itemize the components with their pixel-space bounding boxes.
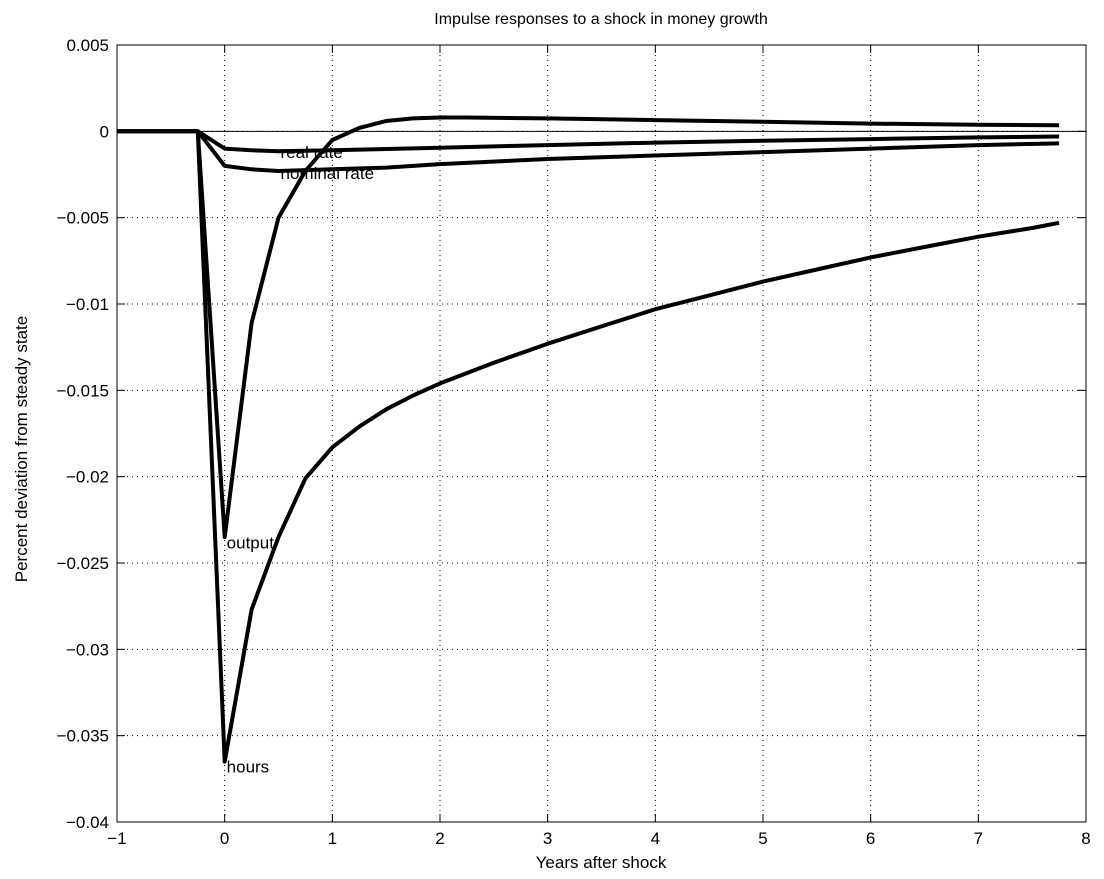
- x-tick-label: 7: [974, 829, 983, 848]
- series-line-hours: [117, 129, 1060, 764]
- x-tick-label: 6: [866, 829, 875, 848]
- y-tick-label: −0.005: [57, 209, 109, 228]
- y-tick-label: −0.03: [66, 640, 109, 659]
- series-label-real-rate: real rate: [281, 143, 343, 162]
- y-tick-label: 0.005: [66, 36, 109, 55]
- series-label-output: output: [227, 533, 275, 552]
- x-tick-label: 4: [651, 829, 660, 848]
- y-tick-label: −0.04: [66, 813, 109, 832]
- x-tick-label: 8: [1081, 829, 1090, 848]
- tick-layer: [116, 44, 1087, 823]
- y-tick-label: −0.01: [66, 295, 109, 314]
- series-line-nominal-rate: [117, 129, 1060, 173]
- series-label-hours: hours: [227, 758, 270, 777]
- grid-layer: [117, 45, 1086, 822]
- y-tick-label: 0: [100, 122, 109, 141]
- x-axis-label: Years after shock: [536, 853, 667, 872]
- y-tick-label: −0.025: [57, 554, 109, 573]
- y-tick-label: −0.015: [57, 381, 109, 400]
- y-tick-label: −0.035: [57, 727, 109, 746]
- series-label-nominal-rate: nominal rate: [281, 164, 375, 183]
- series-layer: [117, 115, 1060, 764]
- series-line-real-rate: [117, 129, 1060, 154]
- y-tick-label: −0.02: [66, 468, 109, 487]
- chart-title: Impulse responses to a shock in money gr…: [434, 11, 768, 28]
- label-layer: −1 0 1 2 3 4 5 6 7 8 0.005 0 −0.005 −0.01 −0.015 −0.02 −…: [57, 36, 1091, 848]
- y-axis-label: Percent deviation from steady state: [12, 316, 31, 582]
- x-tick-label: 5: [758, 829, 767, 848]
- x-tick-label: 0: [220, 829, 229, 848]
- x-tick-label: 3: [543, 829, 552, 848]
- series-line-output: [117, 115, 1060, 540]
- x-tick-label: 2: [435, 829, 444, 848]
- plot-frame: [116, 44, 1087, 823]
- x-tick-label: −1: [107, 829, 126, 848]
- x-tick-label: 1: [328, 829, 337, 848]
